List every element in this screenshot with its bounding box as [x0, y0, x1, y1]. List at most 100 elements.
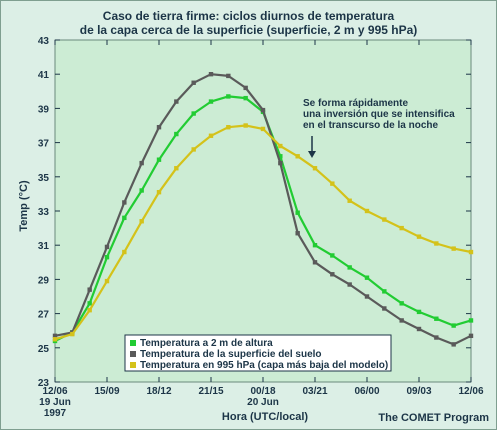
- series-point-1: [174, 131, 179, 137]
- y-tick-label: 29: [38, 275, 50, 286]
- series-point-2: [382, 306, 387, 311]
- y-tick-label: 23: [38, 378, 50, 389]
- series-point-1: [312, 243, 318, 248]
- y-tick-label: 31: [38, 241, 50, 252]
- annotation-arrow-head: [308, 151, 316, 158]
- legend-box: [124, 334, 392, 372]
- series-point-3: [295, 154, 300, 159]
- series-point-1: [104, 254, 110, 260]
- series-point-1: [243, 95, 248, 101]
- series-point-3: [191, 147, 196, 152]
- series-point-2: [174, 99, 179, 104]
- annotation-text: Se forma rápidamente: [303, 98, 408, 109]
- chart-title-line1: Caso de tierra firme: ciclos diurnos de …: [102, 9, 395, 23]
- series-point-2: [364, 294, 370, 299]
- annotation-text: una inversión que se intensifica: [303, 109, 455, 120]
- y-tick-label: 27: [38, 310, 50, 321]
- series-point-3: [451, 246, 456, 251]
- series-point-2: [87, 287, 92, 292]
- series-point-3: [122, 249, 127, 255]
- x-tick-label: 03/21: [302, 386, 327, 397]
- series-point-2: [191, 80, 196, 85]
- x-tick-label: 19 Jun: [39, 397, 71, 408]
- series-point-3: [243, 123, 248, 128]
- series-point-3: [468, 249, 474, 255]
- series-point-3: [70, 331, 75, 337]
- x-tick-label: 06/00: [354, 386, 379, 397]
- series-point-2: [208, 72, 214, 77]
- series-point-1: [226, 94, 231, 99]
- series-point-1: [208, 99, 214, 104]
- series-point-1: [156, 157, 162, 162]
- series-point-3: [399, 225, 404, 231]
- series-point-2: [122, 200, 127, 205]
- series-point-2: [434, 335, 439, 340]
- series-point-3: [52, 337, 58, 342]
- chart-title-line2: de la capa cerca de la superficie (super…: [79, 23, 418, 37]
- legend-swatch: [130, 340, 136, 346]
- series-point-1: [87, 301, 92, 306]
- series-point-3: [434, 241, 439, 246]
- series-point-1: [278, 154, 283, 159]
- series-point-3: [382, 217, 387, 222]
- series-point-1: [451, 323, 456, 328]
- series-point-2: [156, 125, 162, 130]
- series-point-1: [399, 301, 404, 306]
- x-tick-label: 12/06: [42, 386, 67, 397]
- series-point-2: [295, 231, 300, 236]
- series-point-2: [312, 260, 318, 265]
- series-point-3: [312, 166, 318, 171]
- series-point-2: [399, 318, 404, 323]
- series-point-1: [364, 275, 370, 280]
- series-point-3: [278, 143, 283, 149]
- series-point-3: [104, 278, 110, 284]
- series-point-1: [139, 188, 144, 193]
- series-point-2: [278, 160, 283, 166]
- series-point-1: [295, 210, 300, 215]
- y-tick-label: 41: [38, 70, 50, 81]
- series-point-1: [330, 253, 335, 258]
- series-point-2: [451, 342, 456, 347]
- series-point-2: [330, 272, 335, 277]
- series-point-1: [416, 309, 422, 315]
- legend-label: Temperatura en 995 hPa (capa más baja de…: [140, 360, 388, 371]
- series-point-2: [468, 333, 474, 339]
- y-axis-label: Temp (°C): [18, 180, 30, 232]
- series-point-3: [416, 234, 422, 239]
- legend-swatch: [130, 351, 136, 357]
- series-point-3: [174, 166, 179, 171]
- x-axis-label: Hora (UTC/local): [221, 411, 309, 423]
- series-point-3: [347, 198, 352, 203]
- series-point-2: [416, 326, 422, 332]
- x-tick-label: 21/15: [198, 386, 223, 397]
- x-tick-label: 00/18: [250, 386, 275, 397]
- series-point-3: [260, 126, 266, 132]
- y-tick-label: 33: [38, 207, 50, 218]
- series-point-1: [191, 111, 196, 116]
- series-point-2: [347, 282, 352, 287]
- chart-title: Caso de tierra firme: ciclos diurnos de …: [0, 9, 497, 37]
- credit-text: The COMET Program: [378, 412, 489, 424]
- plot-area: [54, 39, 472, 383]
- annotation-text: en el transcurso de la noche: [303, 120, 438, 131]
- series-point-1: [382, 289, 387, 294]
- series-point-2: [52, 333, 58, 339]
- x-tick-label: 20 Jun: [247, 397, 279, 408]
- series-point-1: [347, 265, 352, 270]
- series-point-1: [468, 318, 474, 323]
- series-point-3: [330, 181, 335, 186]
- legend-label: Temperatura de la superficie del suelo: [140, 349, 322, 360]
- x-tick-label: 15/09: [94, 386, 119, 397]
- series-point-2: [104, 244, 110, 250]
- series-point-1: [122, 215, 127, 221]
- series-point-1: [434, 316, 439, 321]
- y-tick-label: 39: [38, 104, 50, 115]
- series-point-3: [156, 189, 162, 195]
- series-point-2: [243, 85, 248, 91]
- series-point-3: [87, 307, 92, 313]
- x-tick-label: 12/06: [458, 386, 483, 397]
- series-point-2: [260, 107, 266, 113]
- legend-label: Temperatura a 2 m de altura: [140, 338, 273, 349]
- series-point-3: [139, 219, 144, 224]
